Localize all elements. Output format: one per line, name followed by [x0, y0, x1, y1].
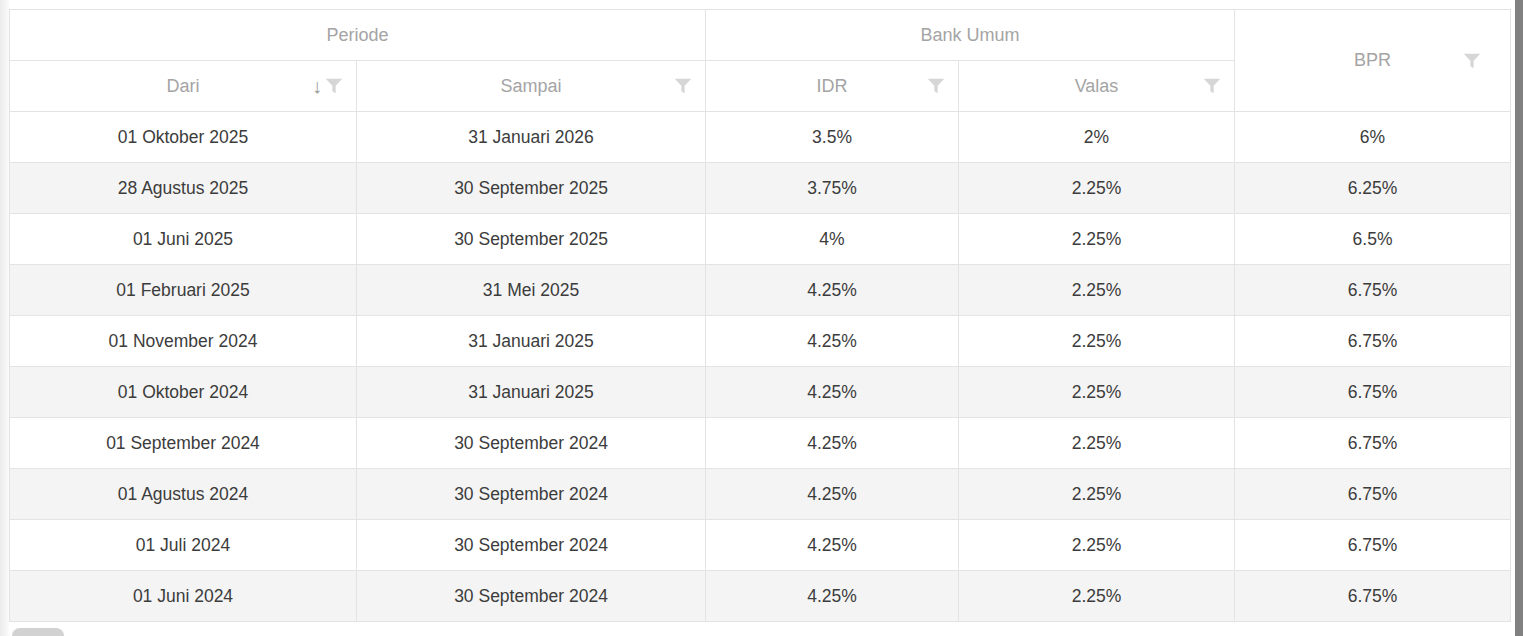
cell-sampai: 31 Januari 2026 — [357, 112, 706, 163]
table-row: 01 Februari 2025 31 Mei 2025 4.25% 2.25%… — [10, 265, 1511, 316]
table-row: 01 Juni 2024 30 September 2024 4.25% 2.2… — [10, 571, 1511, 622]
cell-dari: 01 Juli 2024 — [10, 520, 357, 571]
column-group-bank-umum: Bank Umum — [706, 10, 1235, 61]
cell-valas: 2.25% — [959, 367, 1235, 418]
table-row: 01 September 2024 30 September 2024 4.25… — [10, 418, 1511, 469]
table-row: 01 Oktober 2025 31 Januari 2026 3.5% 2% … — [10, 112, 1511, 163]
filter-icon[interactable] — [1461, 50, 1483, 72]
table-row: 01 November 2024 31 Januari 2025 4.25% 2… — [10, 316, 1511, 367]
cell-dari: 01 Juni 2024 — [10, 571, 357, 622]
cell-bpr: 6.25% — [1235, 163, 1511, 214]
sort-desc-icon: ↓ — [312, 76, 322, 96]
column-header-sampai[interactable]: Sampai — [357, 61, 706, 112]
filter-icon[interactable] — [672, 75, 694, 97]
cell-sampai: 30 September 2025 — [357, 214, 706, 265]
cell-sampai: 30 September 2024 — [357, 418, 706, 469]
cell-sampai: 30 September 2024 — [357, 571, 706, 622]
cell-valas: 2.25% — [959, 214, 1235, 265]
cell-idr: 4.25% — [706, 418, 959, 469]
table-row: 01 Juli 2024 30 September 2024 4.25% 2.2… — [10, 520, 1511, 571]
rates-table: Periode Bank Umum BPR Dari — [9, 9, 1511, 622]
cell-valas: 2.25% — [959, 520, 1235, 571]
page-left-edge — [0, 0, 9, 636]
cell-bpr: 6.75% — [1235, 418, 1511, 469]
column-header-valas[interactable]: Valas — [959, 61, 1235, 112]
cell-dari: 01 Juni 2025 — [10, 214, 357, 265]
cell-idr: 4.25% — [706, 469, 959, 520]
cell-dari: 01 Agustus 2024 — [10, 469, 357, 520]
cell-idr: 4.25% — [706, 367, 959, 418]
cell-idr: 4.25% — [706, 520, 959, 571]
cell-valas: 2.25% — [959, 163, 1235, 214]
cell-bpr: 6.75% — [1235, 520, 1511, 571]
filter-icon[interactable] — [323, 75, 345, 97]
cell-idr: 3.75% — [706, 163, 959, 214]
cell-valas: 2% — [959, 112, 1235, 163]
cell-idr: 4.25% — [706, 571, 959, 622]
cell-sampai: 31 Januari 2025 — [357, 316, 706, 367]
table-body: 01 Oktober 2025 31 Januari 2026 3.5% 2% … — [10, 112, 1511, 622]
column-header-idr-label: IDR — [817, 76, 848, 96]
cell-valas: 2.25% — [959, 571, 1235, 622]
column-header-idr[interactable]: IDR — [706, 61, 959, 112]
filter-icon[interactable] — [925, 75, 947, 97]
table-row: 01 Juni 2025 30 September 2025 4% 2.25% … — [10, 214, 1511, 265]
cell-sampai: 30 September 2025 — [357, 163, 706, 214]
cell-bpr: 6.75% — [1235, 469, 1511, 520]
cell-dari: 01 Oktober 2024 — [10, 367, 357, 418]
cell-bpr: 6% — [1235, 112, 1511, 163]
cell-dari: 01 Oktober 2025 — [10, 112, 357, 163]
cell-valas: 2.25% — [959, 316, 1235, 367]
cell-bpr: 6.75% — [1235, 571, 1511, 622]
table-header: Periode Bank Umum BPR Dari — [10, 10, 1511, 112]
cell-bpr: 6.5% — [1235, 214, 1511, 265]
cell-sampai: 31 Mei 2025 — [357, 265, 706, 316]
column-header-valas-label: Valas — [1075, 76, 1119, 96]
cell-idr: 3.5% — [706, 112, 959, 163]
cell-bpr: 6.75% — [1235, 265, 1511, 316]
column-group-periode: Periode — [10, 10, 706, 61]
cell-idr: 4% — [706, 214, 959, 265]
cell-sampai: 30 September 2024 — [357, 520, 706, 571]
cell-idr: 4.25% — [706, 265, 959, 316]
column-header-dari-label: Dari — [166, 76, 199, 96]
cell-sampai: 31 Januari 2025 — [357, 367, 706, 418]
table-row: 28 Agustus 2025 30 September 2025 3.75% … — [10, 163, 1511, 214]
column-header-bpr-label: BPR — [1354, 50, 1391, 71]
cell-valas: 2.25% — [959, 265, 1235, 316]
table-row: 01 Oktober 2024 31 Januari 2025 4.25% 2.… — [10, 367, 1511, 418]
header-group-row: Periode Bank Umum BPR — [10, 10, 1511, 61]
cell-valas: 2.25% — [959, 469, 1235, 520]
column-header-sampai-label: Sampai — [500, 76, 561, 96]
cell-idr: 4.25% — [706, 316, 959, 367]
cell-dari: 28 Agustus 2025 — [10, 163, 357, 214]
cell-sampai: 30 September 2024 — [357, 469, 706, 520]
column-header-dari[interactable]: Dari ↓ — [10, 61, 357, 112]
vertical-scrollbar[interactable] — [1515, 0, 1523, 636]
cell-dari: 01 Februari 2025 — [10, 265, 357, 316]
column-group-periode-label: Periode — [326, 25, 388, 45]
table-row: 01 Agustus 2024 30 September 2024 4.25% … — [10, 469, 1511, 520]
cell-valas: 2.25% — [959, 418, 1235, 469]
cell-dari: 01 November 2024 — [10, 316, 357, 367]
column-group-bank-umum-label: Bank Umum — [921, 25, 1020, 45]
column-header-bpr[interactable]: BPR — [1235, 10, 1511, 112]
pager-button[interactable] — [12, 628, 64, 636]
cell-bpr: 6.75% — [1235, 367, 1511, 418]
cell-dari: 01 September 2024 — [10, 418, 357, 469]
filter-icon[interactable] — [1201, 75, 1223, 97]
cell-bpr: 6.75% — [1235, 316, 1511, 367]
